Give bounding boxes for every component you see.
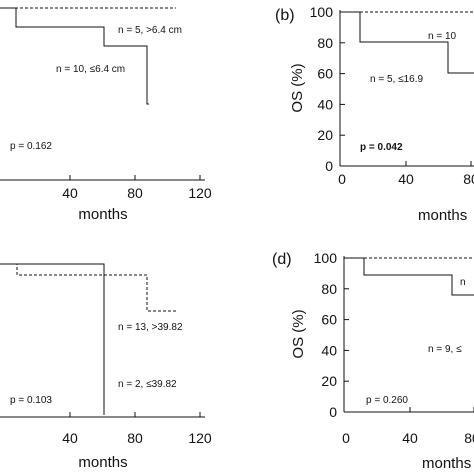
panel-b-ytick-label: 40 <box>317 96 333 112</box>
panel-b-y-axis-label: OS (%) <box>289 63 306 112</box>
panel-d-xtick-label: 0 <box>342 430 350 446</box>
panel-d-p-value: p = 0.260 <box>366 395 408 406</box>
panel-d-ytick-label: 40 <box>321 342 337 358</box>
panel-a-x-axis-label: months <box>78 206 127 223</box>
panel-d-xtick-label: 80 <box>464 430 474 446</box>
panel-b-ytick-label: 60 <box>317 66 333 82</box>
panel-d-series-label-dashed: n <box>460 277 466 288</box>
panel-d-label: (d) <box>272 251 292 268</box>
panel-b-series-label-dashed: n = 10 <box>428 31 457 42</box>
panel-b-series-label-solid: n = 5, ≤16.9 <box>370 74 423 85</box>
panel-c-x-axis-label: months <box>78 454 127 471</box>
panel-d-xtick-label: 40 <box>402 430 418 446</box>
panel-c-series-dashed <box>0 263 176 312</box>
panel-b-ytick-label: 100 <box>310 4 334 20</box>
panel-d-y-axis-label: OS (%) <box>290 309 307 358</box>
panel-c-xtick-label: 40 <box>62 430 78 446</box>
panel-c-xtick-label: 120 <box>188 430 212 446</box>
panel-a-series-label-solid: n = 10, ≤6.4 cm <box>56 64 125 75</box>
panel-a-xtick-label: 40 <box>62 185 78 201</box>
panel-a-series-solid <box>0 7 149 105</box>
panel-c-p-value: p = 0.103 <box>10 395 52 406</box>
panel-a-series-label-dashed: n = 5, >6.4 cm <box>118 25 182 36</box>
panel-c-series-solid <box>0 263 105 415</box>
panel-d-ytick-label: 20 <box>321 373 337 389</box>
panel-b-p-value: p = 0.042 <box>360 142 403 153</box>
panel-c-xtick-label: 80 <box>127 430 143 446</box>
panel-d: (d) 100 80 60 40 20 0 0 40 80 months OS … <box>272 250 474 472</box>
panel-b-series-solid <box>340 11 474 74</box>
panel-d-ytick-label: 0 <box>329 404 337 420</box>
panel-b-ytick-label: 0 <box>325 158 333 174</box>
panel-d-series-label-solid: n = 9, ≤ <box>428 344 462 355</box>
panel-b-xtick-label: 0 <box>338 171 346 187</box>
panel-b-x-axis-label: months <box>418 207 467 224</box>
panel-b-ytick-label: 80 <box>317 35 333 51</box>
panel-b-ytick-label: 20 <box>317 127 333 143</box>
panel-b-xtick-label: 40 <box>398 171 414 187</box>
panel-d-series-solid <box>344 257 474 296</box>
panel-b: (b) 100 80 60 40 20 0 0 40 80 months OS … <box>275 4 474 224</box>
panel-c-series-label-solid: n = 2, ≤39.82 <box>118 379 177 390</box>
panel-a-xtick-label: 120 <box>188 185 212 201</box>
panel-c-series-label-dashed: n = 13, >39.82 <box>118 322 183 333</box>
panel-d-x-axis-label: months <box>422 455 471 472</box>
panel-d-ytick-label: 60 <box>321 312 337 328</box>
panel-d-ytick-label: 100 <box>314 250 338 266</box>
panel-a-p-value: p = 0.162 <box>10 141 52 152</box>
panel-d-ytick-label: 80 <box>321 281 337 297</box>
panel-b-xtick-label: 80 <box>463 171 474 187</box>
panel-a: 40 80 120 months n = 5, >6.4 cm n = 10, … <box>0 7 212 223</box>
panel-a-xtick-label: 80 <box>127 185 143 201</box>
panel-b-label: (b) <box>275 7 295 24</box>
panel-c: 40 80 120 months n = 13, >39.82 n = 2, ≤… <box>0 263 212 471</box>
